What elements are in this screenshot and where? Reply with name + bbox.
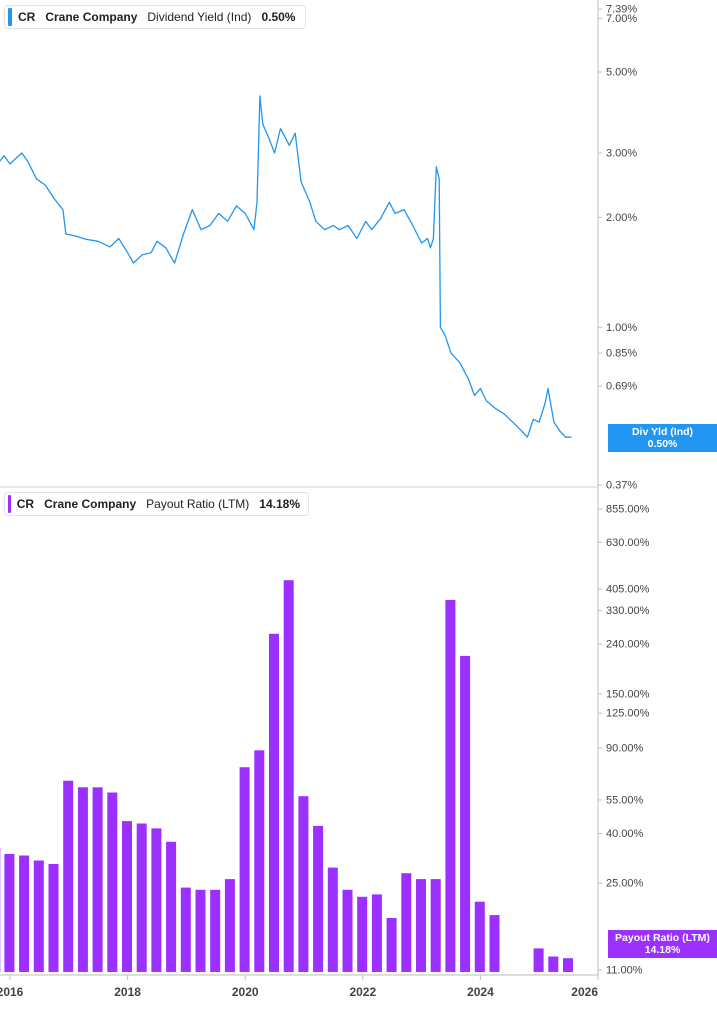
legend-ticker: CR [17,497,34,511]
payout-bar [269,634,279,972]
last-value-tag-dividend-yield: Div Yld (Ind) 0.50% [608,424,717,452]
tag-label: Payout Ratio (LTM) [608,932,717,944]
payout-bar [343,890,353,972]
yield-y-tick-label: 7.00% [606,13,637,25]
payout-bar [196,890,206,972]
yield-y-tick-label: 0.37% [606,480,637,492]
payout-bar [4,854,14,972]
payout-y-tick-label: 40.00% [606,828,644,840]
legend-company: Crane Company [44,497,136,511]
x-tick-label: 2022 [349,985,376,999]
legend-dividend-yield[interactable]: CR Crane Company Dividend Yield (Ind) 0.… [4,5,306,29]
payout-y-tick-label: 11.00% [606,965,643,977]
payout-bar [534,948,544,972]
payout-bar [284,580,294,972]
payout-bar [401,873,411,972]
yield-y-tick-label: 5.00% [606,66,637,78]
payout-bar [93,787,103,972]
payout-bar [137,824,147,973]
payout-ratio-panel [0,580,573,972]
payout-bar [328,868,338,972]
legend-swatch [8,495,11,513]
payout-bar [19,856,29,973]
payout-bar [298,796,308,972]
payout-bar [122,821,132,972]
legend-value: 0.50% [261,10,295,24]
payout-bar [431,879,441,972]
payout-y-tick-label: 405.00% [606,583,650,595]
payout-bar [563,958,573,972]
payout-bar [166,842,176,972]
payout-bar [49,864,59,972]
tag-label: Div Yld (Ind) [608,426,717,438]
legend-ticker: CR [18,10,35,24]
legend-metric: Dividend Yield (Ind) [147,10,251,24]
payout-bar [240,767,250,972]
dividend-yield-panel [0,96,572,437]
payout-bar [490,915,500,972]
payout-bar [460,656,470,972]
payout-y-tick-label: 855.00% [606,504,650,516]
payout-y-tick-label: 330.00% [606,605,650,617]
yield-y-tick-label: 0.85% [606,348,637,360]
payout-y-tick-label: 125.00% [606,708,650,720]
payout-bar [475,902,485,972]
legend-swatch [8,8,12,26]
yield-y-tick-label: 1.00% [606,322,637,334]
dividend-yield-line [0,96,572,437]
tag-value: 0.50% [608,438,717,450]
legend-payout-ratio[interactable]: CR Crane Company Payout Ratio (LTM) 14.1… [4,492,309,516]
payout-bar [372,894,382,972]
x-tick-label: 2024 [467,985,494,999]
x-tick-label: 2016 [0,985,24,999]
legend-company: Crane Company [45,10,137,24]
payout-bar [254,750,264,972]
payout-bar [107,793,117,973]
payout-bar [63,781,73,972]
payout-bar [416,879,426,972]
payout-y-tick-label: 630.00% [606,537,650,549]
payout-bar [445,600,455,972]
x-tick-label: 2026 [571,985,598,999]
x-tick-label: 2018 [114,985,141,999]
yield-y-tick-label: 2.00% [606,212,637,224]
payout-bar [387,918,397,972]
last-value-tag-payout-ratio: Payout Ratio (LTM) 14.18% [608,930,717,958]
payout-bar [34,861,44,973]
payout-bar [210,890,220,972]
payout-bar [181,888,191,972]
yield-y-tick-label: 0.69% [606,381,637,393]
tag-value: 14.18% [608,944,717,956]
payout-bar [548,957,558,973]
payout-y-tick-label: 55.00% [606,794,644,806]
payout-y-tick-label: 25.00% [606,878,644,890]
legend-metric: Payout Ratio (LTM) [146,497,249,511]
payout-y-tick-label: 90.00% [606,742,644,754]
legend-value: 14.18% [259,497,300,511]
payout-bar [225,879,235,972]
payout-bar [151,828,161,972]
yield-y-tick-label: 3.00% [606,148,637,160]
payout-bar [313,826,323,972]
payout-bar [357,897,367,972]
x-tick-label: 2020 [232,985,259,999]
payout-y-tick-label: 150.00% [606,688,650,700]
payout-y-tick-label: 240.00% [606,639,650,651]
payout-bar [78,787,88,972]
